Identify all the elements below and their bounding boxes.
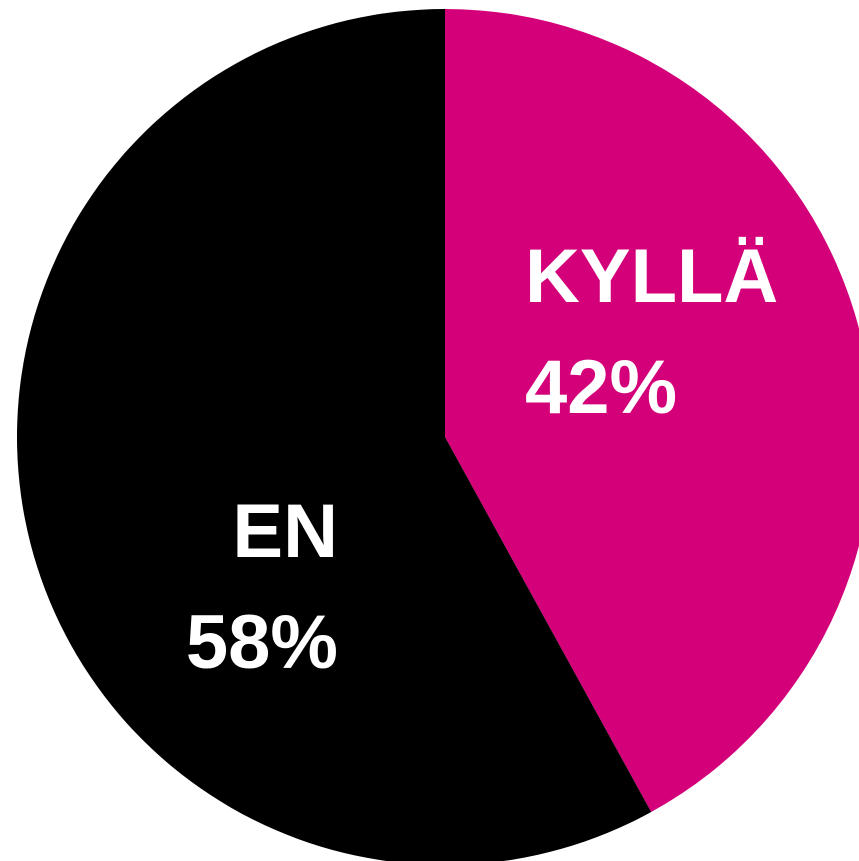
pie-slice bbox=[17, 9, 652, 861]
slice-value-label: 58% bbox=[186, 600, 338, 685]
slice-label: KYLLÄ bbox=[525, 234, 778, 319]
slice-label: EN bbox=[232, 489, 338, 574]
pie-slice bbox=[445, 9, 859, 813]
slice-value-label: 42% bbox=[525, 345, 677, 430]
